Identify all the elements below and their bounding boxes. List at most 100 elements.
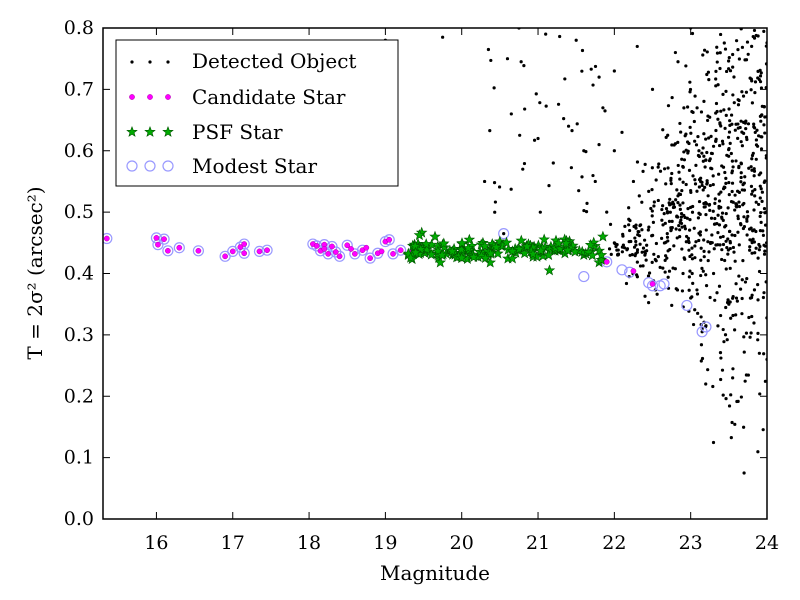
detected-object-point (727, 180, 731, 185)
detected-object-point (718, 66, 722, 71)
modest-star-point (658, 278, 670, 290)
detected-object-point (740, 90, 744, 94)
detected-object-point (667, 269, 672, 273)
detected-object-point (702, 99, 706, 103)
detected-object-point (683, 134, 687, 138)
psf-star-point (595, 249, 608, 260)
detected-object-point (745, 137, 749, 142)
y-tick-label: 0.3 (64, 324, 94, 346)
detected-object-point (715, 109, 719, 114)
detected-object-point (695, 288, 699, 292)
detected-object-point (715, 291, 719, 295)
detected-object-point (669, 176, 673, 180)
detected-object-point (687, 141, 691, 146)
x-tick-label: 18 (297, 532, 321, 554)
detected-object-point (696, 311, 700, 315)
detected-object-point (631, 179, 636, 184)
detected-object-point (695, 189, 699, 193)
detected-object-point (759, 187, 763, 191)
candidate-star-point (161, 236, 167, 242)
psf-star-point (518, 247, 531, 259)
detected-object-point (749, 331, 753, 335)
detected-object-point (650, 87, 655, 91)
detected-object-point (678, 235, 682, 239)
detected-object-point (726, 135, 731, 139)
detected-object-point (665, 211, 670, 215)
detected-object-point (749, 226, 753, 230)
detected-object-point (706, 194, 710, 198)
detected-object-point (729, 436, 733, 440)
detected-object-point (724, 239, 728, 243)
psf-star-point (479, 240, 491, 252)
detected-object-point (681, 271, 685, 276)
detected-object-point (693, 308, 697, 312)
legend-label-modest-star: Modest Star (192, 154, 317, 178)
detected-object-point (714, 101, 719, 106)
modest-star-point (253, 245, 266, 258)
detected-object-point (707, 159, 712, 163)
detected-object-point (731, 165, 735, 169)
detected-object-point (757, 351, 761, 355)
detected-object-point (654, 178, 658, 182)
detected-object-point (666, 275, 670, 279)
modest-star-point (158, 233, 170, 245)
detected-object-point (731, 367, 735, 371)
legend-marker-detected-object (166, 60, 170, 64)
detected-object-point (714, 69, 718, 73)
x-tick-label: 22 (602, 532, 626, 554)
detected-object-point (758, 80, 763, 84)
detected-object-point (731, 376, 735, 380)
psf-star-point (560, 237, 572, 249)
detected-object-point (538, 101, 542, 105)
detected-object-point (593, 64, 598, 69)
detected-object-point (671, 205, 676, 210)
detected-object-point (750, 101, 754, 105)
detected-object-point (739, 161, 743, 165)
modest-star-series (103, 228, 712, 338)
detected-object-point (701, 146, 705, 150)
detected-object-point (699, 110, 704, 114)
detected-object-point (714, 128, 718, 133)
psf-star-point (456, 237, 468, 249)
detected-object-point (492, 86, 496, 90)
x-tick-label: 16 (144, 532, 168, 554)
detected-object-point (683, 227, 687, 231)
detected-object-point (709, 216, 714, 220)
detected-object-point (734, 204, 738, 208)
detected-object-point (634, 239, 638, 244)
legend-label-detected-object: Detected Object (192, 49, 356, 73)
detected-object-point (668, 197, 672, 201)
psf-star-point (515, 234, 528, 246)
x-tick-label: 20 (450, 532, 474, 554)
detected-object-point (650, 209, 654, 213)
detected-object-point (701, 53, 705, 57)
candidate-star-point (336, 253, 343, 260)
detected-object-point (652, 252, 656, 256)
detected-object-point (690, 271, 694, 276)
detected-object-point (675, 236, 679, 240)
detected-object-point (681, 201, 685, 205)
detected-object-point (658, 169, 663, 173)
detected-object-point (762, 291, 766, 295)
detected-object-point (714, 84, 718, 88)
psf-star-point (490, 241, 503, 253)
detected-object-point (719, 356, 723, 360)
detected-object-point (693, 244, 697, 248)
detected-object-point (731, 245, 735, 250)
detected-object-point (657, 162, 661, 166)
detected-object-point (678, 203, 682, 207)
candidate-star-point (256, 248, 263, 255)
detected-object-point (750, 153, 755, 158)
detected-object-point (686, 236, 690, 240)
legend-marker-psf-star (126, 125, 138, 137)
detected-object-point (684, 240, 688, 244)
detected-object-point (544, 104, 548, 108)
detected-object-point (563, 77, 567, 81)
detected-object-point (702, 205, 706, 209)
detected-object-point (634, 226, 638, 230)
detected-object-point (727, 59, 731, 63)
detected-object-point (742, 188, 747, 192)
detected-object-point (674, 287, 678, 291)
detected-object-point (686, 149, 690, 153)
